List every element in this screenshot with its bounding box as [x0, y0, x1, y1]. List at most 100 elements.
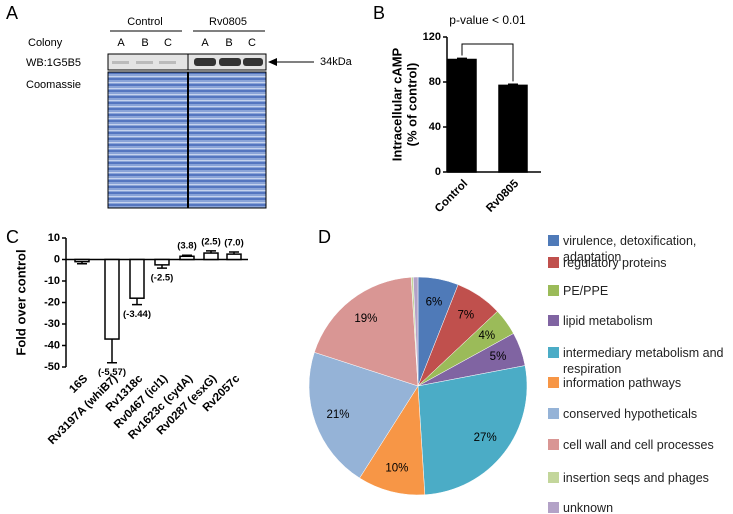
legend-label: PE/PPE	[563, 284, 609, 298]
row-label: Coomassie	[26, 79, 81, 91]
legend-item: conserved hypotheticals	[548, 406, 728, 422]
band	[136, 61, 153, 64]
legend-label: virulence, detoxification, adaptation	[563, 234, 697, 264]
lane-label: B	[141, 37, 148, 49]
legend-item: information pathways	[548, 375, 728, 391]
band	[243, 58, 263, 66]
y-tick-label: 40	[429, 121, 441, 133]
y-tick-label: -10	[44, 275, 60, 287]
legend-swatch	[548, 285, 559, 296]
legend-swatch	[548, 408, 559, 419]
legend-label: regulatory proteins	[563, 256, 667, 270]
error-bar	[77, 261, 87, 265]
legend-label: cell wall and cell processes	[563, 438, 714, 452]
legend-swatch	[548, 235, 559, 246]
legend-item: virulence, detoxification, adaptation	[548, 233, 728, 265]
panel-label: D	[318, 227, 331, 247]
bar	[226, 253, 242, 261]
error-bar	[132, 298, 142, 306]
legend-item: intermediary metabolism and respiration	[548, 345, 728, 377]
annotation: p-value < 0.01	[449, 13, 526, 27]
legend-item: insertion seqs and phages	[548, 470, 728, 486]
y-tick-label: -30	[44, 318, 60, 330]
bracket	[461, 43, 514, 82]
group-label: Rv0805	[209, 16, 247, 28]
legend-swatch	[548, 347, 559, 358]
slice-label: 5%	[490, 351, 507, 363]
lane-label: B	[225, 37, 232, 49]
slice-label: 7%	[457, 310, 474, 322]
legend-label: insertion seqs and phages	[563, 471, 709, 485]
y-tick-label: -20	[44, 296, 60, 308]
y-tick-label: 120	[423, 31, 441, 43]
bar	[447, 58, 477, 173]
bar	[74, 258, 90, 263]
annotation: (2.5)	[201, 236, 221, 247]
legend-swatch	[548, 377, 559, 388]
row-label: WB:1G5B5	[26, 57, 81, 69]
band	[159, 61, 176, 64]
panel-label: C	[6, 227, 19, 247]
legend-swatch	[548, 257, 559, 268]
y-tick-label: -40	[44, 339, 60, 351]
y-tick-label: -50	[44, 361, 60, 373]
legend-label: unknown	[563, 501, 614, 514]
legend-swatch	[548, 315, 559, 326]
annotation: (7.0)	[224, 237, 244, 248]
legend-item: regulatory proteins	[548, 255, 728, 271]
y-tick-label: 80	[429, 76, 441, 88]
error-bar	[457, 57, 467, 60]
legend-label: information pathways	[563, 376, 682, 390]
slice-label: 19%	[354, 313, 377, 325]
error-bar	[206, 250, 216, 254]
error-bar	[157, 264, 167, 269]
y-axis-label: (% of control)	[404, 63, 419, 147]
y-tick-label: 0	[435, 166, 441, 178]
panel-label: A	[6, 3, 18, 23]
band	[219, 58, 241, 66]
slice-label: 6%	[426, 297, 443, 309]
lane-label: C	[164, 37, 172, 49]
slice-label: 21%	[326, 409, 349, 421]
annotation: (-5.57)	[98, 367, 126, 378]
y-tick-label: 0	[54, 253, 60, 265]
bar	[498, 84, 528, 173]
error-bar	[182, 254, 192, 257]
band	[194, 58, 216, 66]
legend-label: conserved hypotheticals	[563, 407, 698, 421]
error-bar	[508, 83, 518, 86]
legend-label: intermediary metabolism and respiration	[563, 346, 724, 376]
annotation: (-3.44)	[123, 309, 151, 320]
bar	[129, 258, 145, 299]
legend-item: unknown	[548, 500, 728, 514]
group-label: Control	[127, 16, 162, 28]
marker-label: 34kDa	[320, 56, 353, 68]
bar	[203, 252, 219, 261]
legend-item: lipid metabolism	[548, 313, 728, 329]
error-bar	[229, 251, 239, 255]
x-tick-label: Control	[433, 178, 470, 215]
arrow-head	[268, 58, 277, 66]
x-tick-label: 16S	[67, 373, 90, 396]
error-bar	[107, 339, 117, 364]
x-tick-label: Rv0805	[484, 177, 521, 214]
legend-label: lipid metabolism	[563, 314, 653, 328]
lane-label: C	[248, 37, 256, 49]
lane-label: A	[201, 37, 209, 49]
row-label: Colony	[28, 37, 63, 49]
legend-swatch	[548, 502, 559, 513]
annotation: (-2.5)	[151, 273, 174, 284]
band	[112, 61, 129, 64]
y-tick-label: 10	[48, 232, 60, 244]
annotation: (3.8)	[177, 241, 197, 252]
pie-slice	[417, 365, 528, 496]
legend-item: cell wall and cell processes	[548, 437, 728, 453]
pie-slice	[308, 352, 419, 479]
bar	[104, 258, 120, 340]
slice-label: 10%	[385, 462, 408, 474]
wb-strip	[107, 53, 267, 71]
slice-label: 27%	[474, 432, 497, 444]
panel-label: B	[373, 3, 385, 23]
